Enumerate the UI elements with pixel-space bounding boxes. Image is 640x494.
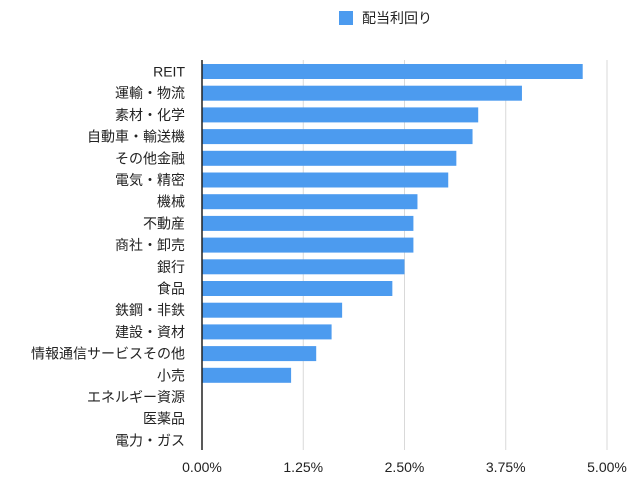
category-label: 電力・ガス [115, 432, 185, 448]
bar [202, 150, 457, 166]
legend-label: 配当利回り [362, 10, 432, 26]
category-label: 建設・資材 [115, 324, 185, 340]
category-label: 不動産 [143, 215, 185, 231]
category-label: 食品 [157, 281, 185, 297]
x-tick-labels: 0.00% 1.25% 2.50% 3.75% 5.00% [182, 459, 627, 475]
x-tick-label: 2.50% [385, 459, 425, 475]
category-label: 医薬品 [143, 411, 185, 427]
category-label: 電気・精密 [115, 172, 185, 188]
x-tick-label: 0.00% [182, 459, 222, 475]
bar [202, 194, 418, 210]
bar [202, 85, 522, 101]
x-tick-label: 1.25% [283, 459, 323, 475]
category-label: 機械 [157, 194, 185, 210]
category-label: その他金融 [115, 150, 185, 166]
bar [202, 324, 332, 340]
category-label: 商社・卸売 [115, 237, 185, 253]
bar [202, 281, 393, 296]
bar [202, 346, 317, 362]
bar [202, 367, 292, 383]
category-label: 鉄鋼・非鉄 [115, 302, 185, 318]
category-label: 小売 [157, 367, 185, 383]
category-label: 自動車・輸送機 [87, 129, 185, 145]
bar [202, 302, 343, 318]
category-labels: REIT 運輸・物流素材・化学自動車・輸送機その他金融電気・精密機械不動産商社・卸… [31, 64, 185, 449]
legend-swatch [339, 11, 353, 25]
category-label: REIT [153, 64, 185, 80]
bar [202, 64, 583, 79]
x-tick-label: 3.75% [486, 459, 526, 475]
bar [202, 107, 479, 123]
bar [202, 215, 414, 231]
bars [202, 64, 583, 383]
bar [202, 237, 414, 253]
legend: 配当利回り [339, 10, 432, 26]
x-tick-label: 5.00% [587, 459, 627, 475]
category-label: 素材・化学 [115, 107, 185, 123]
category-label: 銀行 [157, 259, 185, 275]
bar [202, 259, 405, 275]
category-label: エネルギー資源 [87, 389, 185, 405]
category-label: 運輸・物流 [115, 85, 185, 101]
bar [202, 172, 449, 188]
gridlines [302, 60, 608, 450]
category-label: 情報通信サービスその他 [31, 346, 185, 362]
bar [202, 129, 473, 145]
